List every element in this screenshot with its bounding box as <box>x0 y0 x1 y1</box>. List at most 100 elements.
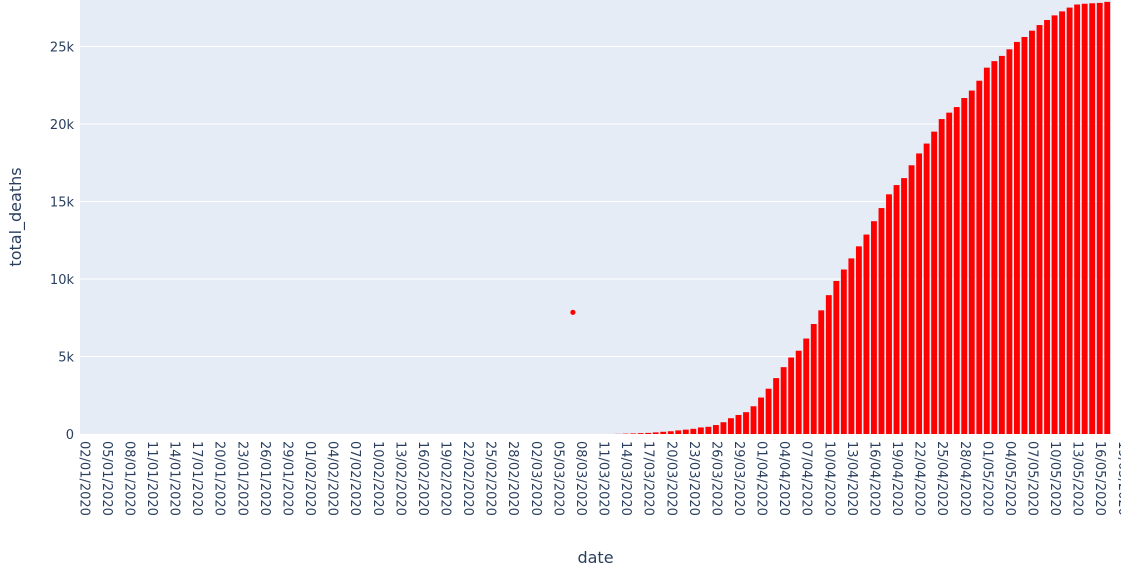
bar-18/03/2020 <box>652 432 659 434</box>
x-tick-label: 20/03/2020 <box>663 441 678 516</box>
x-tick-label: 14/01/2020 <box>167 441 182 516</box>
x-axis-ticks: 02/01/2020 05/01/2020 08/01/2020 11/01/2020… <box>76 441 1121 516</box>
x-tick-label: 16/05/2020 <box>1092 441 1107 516</box>
x-tick-label: 10/04/2020 <box>821 441 836 516</box>
bar-06/04/2020 <box>795 350 802 434</box>
x-tick-label: 04/04/2020 <box>776 441 791 516</box>
x-tick-label: 28/04/2020 <box>957 441 972 516</box>
bar-16/05/2020 <box>1096 2 1103 435</box>
y-tick-label: 10k <box>50 273 75 288</box>
x-tick-label: 28/02/2020 <box>505 441 520 516</box>
bar-02/05/2020 <box>991 61 998 435</box>
x-axis-title: date <box>577 548 613 567</box>
bar-03/04/2020 <box>773 378 780 434</box>
bar-08/04/2020 <box>810 324 817 434</box>
bar-16/04/2020 <box>871 221 877 434</box>
x-tick-label: 11/01/2020 <box>144 441 159 516</box>
x-tick-label: 07/04/2020 <box>799 441 814 516</box>
bar-15/03/2020 <box>630 433 637 434</box>
bar-18/04/2020 <box>886 194 892 434</box>
y-tick-label: 15k <box>50 196 75 211</box>
x-tick-label: 13/02/2020 <box>392 441 407 516</box>
bar-15/05/2020 <box>1089 3 1096 434</box>
bar-21/03/2020 <box>675 430 682 434</box>
y-tick-label: 25k <box>50 41 75 56</box>
x-tick-label: 05/03/2020 <box>550 441 565 516</box>
bar-21/04/2020 <box>908 165 915 434</box>
x-tick-label: 22/04/2020 <box>912 441 927 516</box>
x-tick-label: 26/01/2020 <box>257 441 272 516</box>
bar-30/03/2020 <box>743 412 749 434</box>
bar-07/04/2020 <box>803 338 810 434</box>
x-tick-label: 10/05/2020 <box>1047 441 1062 516</box>
x-tick-label: 16/02/2020 <box>415 441 430 516</box>
bar-30/04/2020 <box>976 80 983 434</box>
bar-17/04/2020 <box>878 208 885 434</box>
bar-27/03/2020 <box>720 422 727 434</box>
bar-26/03/2020 <box>712 425 719 434</box>
bar-01/04/2020 <box>758 397 764 434</box>
x-tick-label: 01/04/2020 <box>754 441 769 516</box>
bar-24/04/2020 <box>931 131 938 434</box>
bar-17/05/2020 <box>1104 1 1111 435</box>
bar-28/04/2020 <box>961 97 968 435</box>
bar-09/05/2020 <box>1044 19 1050 434</box>
x-tick-label: 19/04/2020 <box>889 441 904 516</box>
x-tick-label: 10/02/2020 <box>370 441 385 516</box>
x-tick-label: 25/04/2020 <box>934 441 949 516</box>
x-tick-label: 04/05/2020 <box>1002 441 1017 516</box>
x-tick-label: 07/05/2020 <box>1024 441 1039 516</box>
bar-04/05/2020 <box>1006 49 1013 435</box>
y-tick-label: 20k <box>50 118 75 133</box>
bar-14/04/2020 <box>855 246 862 434</box>
bar-28/03/2020 <box>728 418 734 434</box>
bar-series <box>615 1 1111 435</box>
y-axis-title: total_deaths <box>6 167 26 266</box>
bar-23/04/2020 <box>923 143 930 434</box>
x-tick-label: 05/01/2020 <box>99 441 114 516</box>
x-tick-label: 07/02/2020 <box>347 441 362 516</box>
bar-10/05/2020 <box>1051 15 1058 434</box>
bar-08/05/2020 <box>1036 25 1043 435</box>
bar-02/04/2020 <box>765 388 772 434</box>
outlier-point <box>570 309 576 315</box>
bar-19/04/2020 <box>893 185 900 434</box>
bar-06/05/2020 <box>1021 37 1028 434</box>
x-tick-label: 08/01/2020 <box>121 441 136 516</box>
x-tick-label: 17/03/2020 <box>641 441 656 516</box>
bar-01/05/2020 <box>983 67 990 434</box>
bar-13/04/2020 <box>848 258 855 434</box>
bar-29/03/2020 <box>735 414 742 434</box>
bar-15/04/2020 <box>863 234 870 434</box>
x-tick-label: 02/03/2020 <box>528 441 543 516</box>
x-tick-label: 13/04/2020 <box>844 441 859 516</box>
bar-14/05/2020 <box>1081 3 1088 434</box>
y-tick-label: 5k <box>58 351 74 366</box>
x-tick-label: 11/03/2020 <box>596 441 611 516</box>
bar-29/04/2020 <box>968 90 975 434</box>
bar-23/03/2020 <box>690 428 697 434</box>
bar-16/03/2020 <box>637 433 644 434</box>
bar-26/04/2020 <box>946 112 953 435</box>
bar-22/03/2020 <box>682 429 689 434</box>
bar-20/03/2020 <box>667 431 674 434</box>
bar-11/05/2020 <box>1059 11 1066 434</box>
x-tick-label: 17/01/2020 <box>189 441 204 516</box>
bar-11/04/2020 <box>833 280 840 434</box>
bar-05/05/2020 <box>1014 41 1020 434</box>
x-tick-label: 23/01/2020 <box>234 441 249 516</box>
bar-31/03/2020 <box>750 406 757 434</box>
bar-25/04/2020 <box>938 119 945 434</box>
x-tick-label: 04/02/2020 <box>325 441 340 516</box>
x-tick-label: 29/01/2020 <box>279 441 294 516</box>
x-tick-label: 29/03/2020 <box>731 441 746 516</box>
x-tick-label: 20/01/2020 <box>212 441 227 516</box>
y-tick-label: 0 <box>66 428 74 443</box>
bar-05/04/2020 <box>788 357 795 434</box>
x-tick-label: 01/02/2020 <box>302 441 317 516</box>
bar-07/05/2020 <box>1029 30 1035 434</box>
x-tick-label: 23/03/2020 <box>686 441 701 516</box>
bar-13/05/2020 <box>1074 4 1081 434</box>
